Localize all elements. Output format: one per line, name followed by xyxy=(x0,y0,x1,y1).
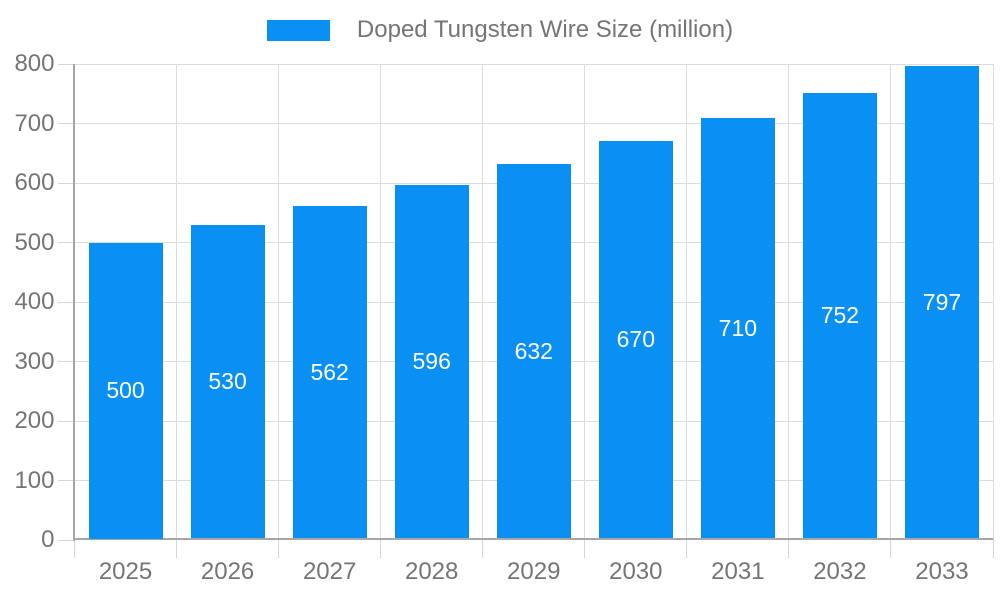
h-gridline xyxy=(74,63,993,65)
bar[interactable]: 500 xyxy=(88,242,163,539)
y-tick xyxy=(57,301,75,303)
y-tick xyxy=(57,361,75,362)
bar[interactable]: 562 xyxy=(292,205,367,539)
y-axis-label: 300 xyxy=(14,347,55,375)
v-gridline xyxy=(890,64,892,540)
bar-value-label: 500 xyxy=(106,377,145,403)
x-axis-label: 2031 xyxy=(711,558,765,585)
v-gridline xyxy=(788,64,790,540)
v-gridline xyxy=(686,64,688,540)
v-gridline xyxy=(482,64,484,540)
x-axis-label: 2029 xyxy=(507,558,561,585)
x-tick xyxy=(992,540,994,558)
x-tick xyxy=(380,540,382,558)
y-tick xyxy=(57,123,75,124)
bar-value-label: 752 xyxy=(820,302,860,329)
x-axis-label: 2025 xyxy=(98,558,153,585)
y-axis-label: 400 xyxy=(14,288,55,315)
x-axis-label: 2030 xyxy=(609,558,663,585)
y-tick xyxy=(57,63,75,65)
y-tick xyxy=(57,480,75,481)
legend-swatch xyxy=(266,19,330,41)
bar[interactable]: 530 xyxy=(190,224,265,539)
x-axis-label: 2028 xyxy=(404,558,459,585)
x-tick xyxy=(686,540,688,558)
v-gridline xyxy=(584,64,586,540)
y-axis-label: 800 xyxy=(14,50,55,77)
bar-value-label: 797 xyxy=(922,288,962,315)
bar[interactable]: 797 xyxy=(904,65,979,539)
bar-value-label: 596 xyxy=(412,348,451,375)
bar[interactable]: 710 xyxy=(700,117,775,539)
y-axis-label: 200 xyxy=(14,407,55,434)
y-axis-label: 500 xyxy=(14,228,55,256)
y-tick xyxy=(57,182,75,184)
v-gridline xyxy=(380,64,382,540)
x-tick xyxy=(584,540,586,558)
bar-value-label: 670 xyxy=(616,326,655,353)
x-tick xyxy=(482,540,484,558)
bar[interactable]: 670 xyxy=(598,141,673,539)
bar[interactable]: 632 xyxy=(496,163,571,539)
y-tick xyxy=(57,420,75,422)
y-axis-line xyxy=(73,64,75,541)
x-tick xyxy=(176,540,178,558)
v-gridline xyxy=(278,64,280,540)
legend[interactable]: Doped Tungsten Wire Size (million) xyxy=(0,13,1000,47)
y-axis-label: 100 xyxy=(14,466,55,494)
bar-value-label: 530 xyxy=(208,368,247,395)
bar-value-label: 710 xyxy=(718,314,758,341)
bar-value-label: 632 xyxy=(514,337,553,364)
bar-value-label: 562 xyxy=(310,358,349,385)
v-gridline xyxy=(176,64,178,540)
x-tick xyxy=(788,540,790,558)
x-axis-label: 2026 xyxy=(200,558,255,585)
bar[interactable]: 752 xyxy=(802,92,877,539)
y-tick xyxy=(57,539,75,541)
legend-label: Doped Tungsten Wire Size (million) xyxy=(356,16,734,43)
x-axis-label: 2033 xyxy=(915,558,969,585)
y-axis-label: 0 xyxy=(41,526,55,553)
x-axis-label: 2027 xyxy=(302,558,357,585)
x-tick xyxy=(278,540,280,558)
x-tick xyxy=(74,540,75,558)
bar[interactable]: 596 xyxy=(394,185,469,539)
y-axis-label: 700 xyxy=(14,109,55,137)
x-tick xyxy=(890,540,892,558)
y-tick xyxy=(57,242,75,243)
y-axis-label: 600 xyxy=(14,169,55,196)
x-axis-label: 2032 xyxy=(813,558,867,585)
v-gridline xyxy=(992,64,994,540)
x-axis-line xyxy=(73,538,993,540)
h-gridline xyxy=(74,123,993,124)
